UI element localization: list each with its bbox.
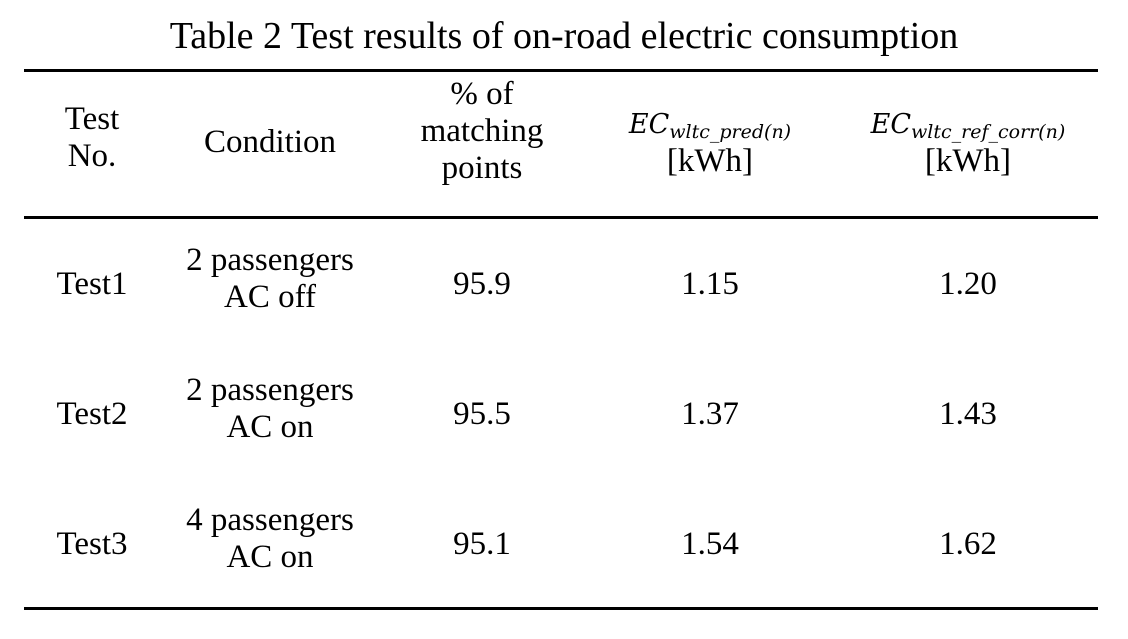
row-2-ec-ref: 1.43: [939, 396, 997, 432]
table-header-rule: [24, 216, 1098, 219]
table-top-rule: [24, 69, 1098, 72]
ec-ref-unit: [kWh]: [924, 143, 1012, 179]
row-3-ec-pred: 1.54: [681, 526, 739, 562]
row-1-ec-pred: 1.15: [681, 266, 739, 302]
header-condition: Condition: [203, 124, 337, 160]
row-2-condition: 2 passengers AC on: [186, 372, 354, 445]
row-1-condition: 2 passengers AC off: [186, 242, 354, 315]
row-3-test: Test3: [56, 526, 128, 562]
row-2-test: Test2: [56, 396, 128, 432]
row-2-ec-pred: 1.37: [681, 396, 739, 432]
header-ec-wltc-ref-corr: ECwltc_ref_corr(n) [kWh]: [838, 106, 1098, 180]
row-1-ec-ref: 1.20: [939, 266, 997, 302]
row-1-test: Test1: [56, 266, 128, 302]
table-title: Table 2 Test results of on-road electric…: [169, 15, 959, 57]
row-2-matching: 95.5: [453, 396, 511, 432]
row-3-matching: 95.1: [453, 526, 511, 562]
header-test-no: Test No.: [64, 101, 120, 174]
ec-pred-symbol: ECwltc_pred(n): [628, 109, 792, 143]
ec-ref-symbol: ECwltc_ref_corr(n): [870, 109, 1066, 143]
row-3-condition: 4 passengers AC on: [186, 502, 354, 575]
header-ec-wltc-pred: ECwltc_pred(n) [kWh]: [590, 106, 830, 180]
ec-pred-unit: [kWh]: [666, 143, 754, 179]
row-3-ec-ref: 1.62: [939, 526, 997, 562]
table-bottom-rule: [24, 607, 1098, 610]
row-1-matching: 95.9: [453, 266, 511, 302]
header-matching-points: % of matching points: [420, 76, 544, 186]
